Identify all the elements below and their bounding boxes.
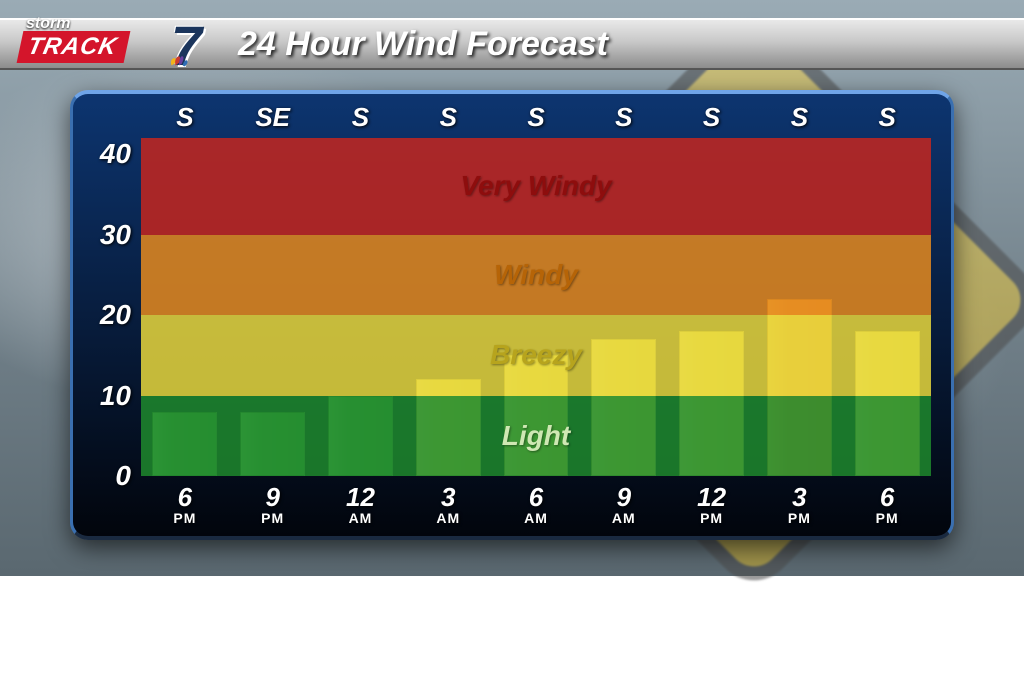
wind-direction-label: SE [229, 102, 317, 134]
time-hour: 3 [441, 484, 455, 510]
time-ampm: PM [788, 510, 811, 526]
time-label: 3PM [755, 480, 843, 530]
time-hour: 12 [346, 484, 375, 510]
time-hour: 6 [880, 484, 894, 510]
time-label: 6AM [492, 480, 580, 530]
graphic-title: 24 Hour Wind Forecast [238, 25, 608, 64]
chart-panel: SSESSSSSSS LightBreezyWindyVery Windy010… [70, 90, 954, 540]
time-axis-row: 6PM9PM12AM3AM6AM9AM12PM3PM6PM [141, 480, 931, 530]
time-ampm: AM [349, 510, 373, 526]
y-tick: 40 [100, 138, 131, 170]
time-ampm: AM [612, 510, 636, 526]
wind-direction-label: S [580, 102, 668, 134]
time-ampm: PM [173, 510, 196, 526]
y-tick: 10 [100, 380, 131, 412]
wind-band-label: Breezy [141, 339, 931, 371]
time-hour: 9 [265, 484, 279, 510]
wind-band-label: Very Windy [141, 170, 931, 202]
logo-text-track: TRACK [17, 31, 131, 63]
time-label: 9PM [229, 480, 317, 530]
time-hour: 12 [697, 484, 726, 510]
nbc-peacock-icon [168, 49, 190, 71]
time-ampm: AM [524, 510, 548, 526]
time-hour: 6 [178, 484, 192, 510]
wind-direction-row: SSESSSSSSS [141, 102, 931, 134]
wind-band-label: Light [141, 420, 931, 452]
y-tick: 0 [115, 460, 131, 492]
time-ampm: AM [436, 510, 460, 526]
time-ampm: PM [261, 510, 284, 526]
stormtrack7-logo: storm TRACK 7 [18, 15, 208, 71]
time-label: 9AM [580, 480, 668, 530]
wind-direction-label: S [492, 102, 580, 134]
time-label: 12AM [317, 480, 405, 530]
wind-direction-label: S [843, 102, 931, 134]
y-tick: 30 [100, 219, 131, 251]
time-label: 12PM [668, 480, 756, 530]
time-ampm: PM [700, 510, 723, 526]
wind-band-label: Windy [141, 259, 931, 291]
time-hour: 3 [792, 484, 806, 510]
wind-direction-label: S [668, 102, 756, 134]
time-label: 3AM [404, 480, 492, 530]
wind-direction-label: S [317, 102, 405, 134]
title-bar: storm TRACK 7 24 Hour Wind Forecast [0, 18, 1024, 70]
time-hour: 6 [529, 484, 543, 510]
chart-plot-area: LightBreezyWindyVery Windy010203040 [141, 138, 931, 476]
time-label: 6PM [843, 480, 931, 530]
wind-direction-label: S [404, 102, 492, 134]
wind-direction-label: S [755, 102, 843, 134]
wind-direction-label: S [141, 102, 229, 134]
time-hour: 9 [617, 484, 631, 510]
y-tick: 20 [100, 299, 131, 331]
time-label: 6PM [141, 480, 229, 530]
time-ampm: PM [876, 510, 899, 526]
